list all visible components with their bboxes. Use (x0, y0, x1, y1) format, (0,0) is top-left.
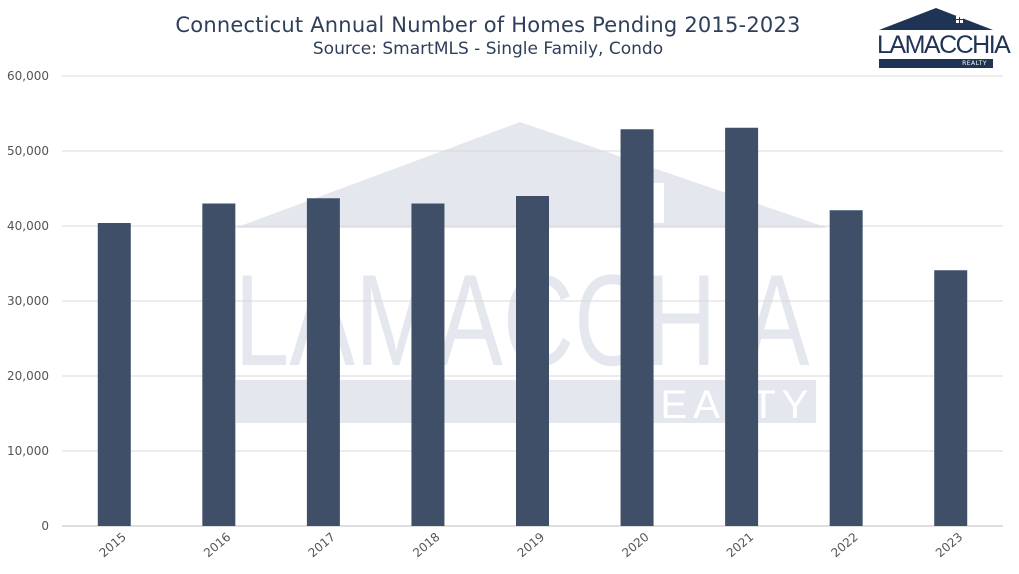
bar-2016 (202, 203, 236, 526)
bar-2022 (829, 210, 863, 526)
bar-2020 (620, 129, 654, 526)
bar-2015 (97, 223, 131, 526)
x-tick-label: 2017 (306, 530, 338, 560)
bar-2018 (411, 203, 445, 526)
x-tick-label: 2020 (619, 530, 651, 560)
watermark-roof (235, 122, 828, 228)
x-tick-label: 2015 (97, 530, 129, 560)
x-tick-label: 2016 (201, 530, 233, 560)
y-tick-label: 0 (41, 519, 49, 533)
y-tick-label: 30,000 (7, 294, 49, 308)
y-tick-label: 10,000 (7, 444, 49, 458)
x-tick-label: 2023 (933, 530, 965, 560)
bar-2021 (725, 127, 759, 526)
x-tick-label: 2019 (515, 530, 547, 560)
x-tick-label: 2018 (410, 530, 442, 560)
y-tick-label: 40,000 (7, 219, 49, 233)
logo-wordmark: LAMACCHIA (877, 31, 1011, 59)
watermark-subtext: REALTY (626, 383, 815, 427)
y-tick-label: 50,000 (7, 144, 49, 158)
bar-2023 (934, 270, 968, 526)
logo-subtext: REALTY (879, 59, 993, 68)
x-tick-label: 2022 (828, 530, 860, 560)
x-tick-label: 2021 (724, 530, 756, 560)
house-roof-icon (879, 8, 993, 30)
y-tick-label: 60,000 (7, 69, 49, 83)
y-tick-label: 20,000 (7, 369, 49, 383)
bar-2019 (516, 196, 549, 526)
bar-2017 (306, 198, 340, 526)
lamacchia-logo: LAMACCHIA REALTY (877, 7, 1011, 69)
